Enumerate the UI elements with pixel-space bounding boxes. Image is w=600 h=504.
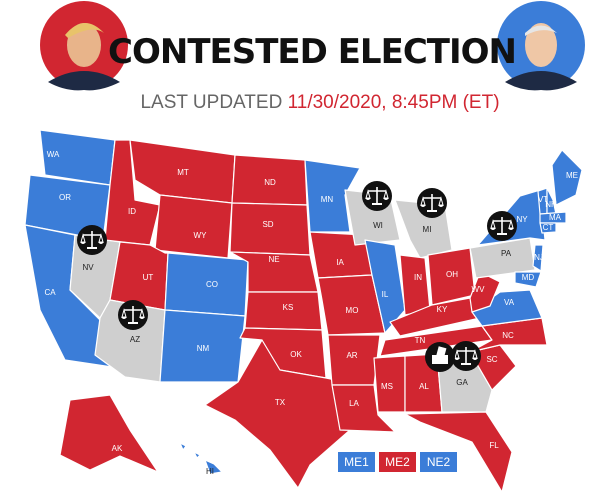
state-label: MT bbox=[177, 168, 189, 177]
state bbox=[179, 442, 223, 475]
state-label: ND bbox=[264, 178, 276, 187]
legend-label: ME2 bbox=[385, 455, 410, 469]
state-label: KS bbox=[283, 303, 294, 312]
contest-icon bbox=[76, 224, 108, 256]
state bbox=[471, 289, 543, 327]
state-label: AL bbox=[419, 382, 429, 391]
state-label: LA bbox=[349, 399, 359, 408]
state-label: CA bbox=[44, 288, 56, 297]
state-label: OK bbox=[290, 350, 302, 359]
icons bbox=[76, 180, 518, 372]
state-label: NH bbox=[545, 200, 557, 209]
state-label: MI bbox=[423, 225, 432, 234]
title: CONTESTED ELECTION bbox=[108, 32, 516, 72]
state-label: MO bbox=[346, 306, 359, 315]
legend-label: NE2 bbox=[427, 455, 451, 469]
state-label: GA bbox=[456, 378, 468, 387]
state bbox=[539, 222, 557, 234]
state-label: HI bbox=[206, 467, 214, 476]
state-label: NY bbox=[516, 215, 528, 224]
state bbox=[204, 339, 351, 489]
legend: ME1 ME2 NE2 bbox=[338, 452, 457, 472]
state-label: IA bbox=[336, 258, 344, 267]
state-label: SD bbox=[262, 220, 273, 229]
state-label: IL bbox=[382, 290, 389, 299]
trump-portrait bbox=[40, 1, 128, 91]
state bbox=[317, 274, 386, 336]
state bbox=[331, 384, 396, 433]
state-label: KY bbox=[437, 305, 448, 314]
contest-icon bbox=[117, 299, 149, 331]
state-label: AK bbox=[112, 444, 123, 453]
state-label: OH bbox=[446, 270, 458, 279]
state-label: PA bbox=[501, 249, 512, 258]
updated-label: LAST UPDATED bbox=[140, 92, 282, 113]
state-label: WY bbox=[194, 231, 208, 240]
state-label: WI bbox=[373, 221, 383, 230]
state bbox=[59, 394, 159, 473]
state-label: TN bbox=[415, 336, 426, 345]
state-label: MN bbox=[321, 195, 334, 204]
state-label: NE bbox=[268, 255, 279, 264]
contest-icon bbox=[361, 180, 393, 212]
legend-swatch bbox=[420, 452, 457, 472]
state-label: NV bbox=[82, 263, 94, 272]
biden-portrait bbox=[497, 1, 585, 91]
legend-swatch bbox=[379, 452, 416, 472]
state-label: CO bbox=[206, 280, 218, 289]
state-label: VA bbox=[504, 298, 515, 307]
state-label: VT bbox=[538, 195, 548, 204]
state-label: NC bbox=[502, 331, 514, 340]
state-label: AZ bbox=[130, 335, 140, 344]
state-label: NM bbox=[197, 344, 210, 353]
contest-icon bbox=[450, 340, 482, 372]
state-label: WA bbox=[47, 150, 60, 159]
state-label: MD bbox=[522, 273, 535, 282]
state-label: AR bbox=[346, 351, 357, 360]
state-label: SC bbox=[486, 355, 497, 364]
state bbox=[469, 237, 536, 279]
state-label: MS bbox=[381, 382, 393, 391]
state-label: MA bbox=[549, 213, 562, 222]
state bbox=[109, 241, 169, 311]
state-label: IN bbox=[414, 273, 422, 282]
state-label: ME bbox=[566, 171, 578, 180]
state bbox=[551, 149, 583, 206]
legend-swatch bbox=[338, 452, 375, 472]
state-label: ID bbox=[128, 207, 136, 216]
state bbox=[304, 159, 361, 233]
ballot-icon bbox=[425, 342, 455, 372]
state bbox=[154, 194, 233, 259]
updated-time: 11/30/2020, 8:45PM (ET) bbox=[288, 92, 500, 113]
state-label: TX bbox=[275, 398, 286, 407]
state bbox=[514, 271, 542, 288]
state-label: OR bbox=[59, 193, 71, 202]
state-label: CT bbox=[543, 223, 554, 232]
state-label: UT bbox=[143, 273, 154, 282]
state-label: NJ bbox=[534, 253, 544, 262]
state bbox=[399, 254, 431, 316]
state-label: FL bbox=[489, 441, 499, 450]
state bbox=[539, 211, 567, 224]
state-label: WV bbox=[472, 285, 486, 294]
states: WA OR CA NV ID MT WY UT AZ CO NM ND SD NE KS OK TX MN IA MO… bbox=[24, 129, 583, 493]
state bbox=[404, 411, 513, 493]
updated: LAST UPDATED 11/30/2020, 8:45PM (ET) bbox=[140, 92, 499, 113]
contest-icon bbox=[486, 210, 518, 242]
legend-label: ME1 bbox=[344, 455, 369, 469]
contest-icon bbox=[416, 187, 448, 219]
state bbox=[532, 244, 544, 272]
